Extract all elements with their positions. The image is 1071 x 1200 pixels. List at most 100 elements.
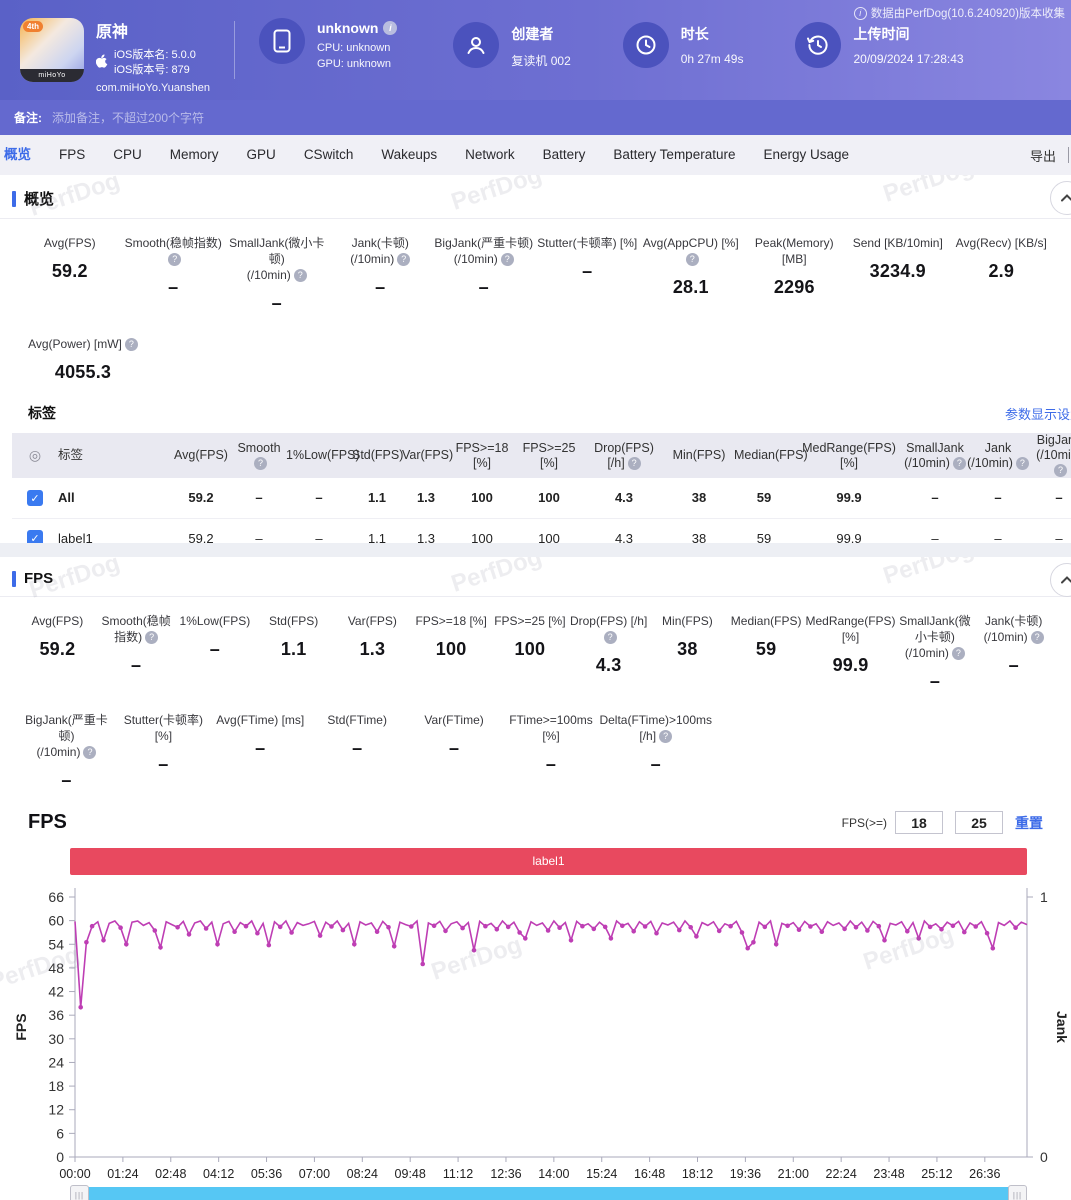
svg-text:24: 24 xyxy=(48,1054,64,1070)
help-icon[interactable]: ? xyxy=(294,269,307,282)
svg-text:07:00: 07:00 xyxy=(299,1167,330,1181)
help-icon[interactable]: ? xyxy=(83,746,96,759)
stat-value: 4055.3 xyxy=(18,362,148,383)
help-icon[interactable]: ? xyxy=(168,253,181,266)
tab-概览[interactable]: 概览 xyxy=(0,135,45,175)
tab-network[interactable]: Network xyxy=(451,135,529,175)
stat-value: 59.2 xyxy=(18,639,97,660)
help-icon[interactable]: ? xyxy=(628,457,641,470)
tab-memory[interactable]: Memory xyxy=(156,135,233,175)
duration-label: 时长 xyxy=(681,24,744,44)
help-icon[interactable]: ? xyxy=(659,730,672,743)
fps-card: FPS Avg(FPS)59.2Smooth(稳帧指数)?–1%Low(FPS)… xyxy=(0,557,1071,1200)
help-icon[interactable]: ? xyxy=(952,647,965,660)
label1-band[interactable]: label1 xyxy=(70,848,1027,875)
help-icon[interactable]: ? xyxy=(1016,457,1029,470)
tab-wakeups[interactable]: Wakeups xyxy=(367,135,451,175)
stat-value: 1.3 xyxy=(333,639,412,660)
fps-threshold-input-2[interactable] xyxy=(955,811,1003,834)
svg-text:42: 42 xyxy=(48,984,64,1000)
stat-item: Smooth(稳帧指数)?– xyxy=(122,235,226,314)
parameter-display-settings-link[interactable]: 参数显示设置 xyxy=(1005,404,1071,423)
datazoom-right-handle[interactable]: ||| xyxy=(1008,1185,1027,1200)
help-icon[interactable]: ? xyxy=(1031,631,1044,644)
label-name: All xyxy=(58,478,170,518)
help-icon[interactable]: ? xyxy=(1054,464,1067,477)
fps-chart[interactable]: 06121824303642485460660100:0001:2402:480… xyxy=(0,881,1071,1181)
stat-value: – xyxy=(309,738,406,759)
help-icon[interactable]: ? xyxy=(125,338,138,351)
svg-text:0: 0 xyxy=(56,1149,64,1165)
stat-item: MedRange(FPS)[%]99.9 xyxy=(806,613,896,692)
tab-energy-usage[interactable]: Energy Usage xyxy=(749,135,863,175)
svg-text:00:00: 00:00 xyxy=(59,1167,90,1181)
fps-threshold-input-1[interactable] xyxy=(895,811,943,834)
tab-cswitch[interactable]: CSwitch xyxy=(290,135,368,175)
svg-text:26:36: 26:36 xyxy=(969,1167,1000,1181)
stat-item: Std(FTime)– xyxy=(309,712,406,791)
stat-item: Avg(FPS)59.2 xyxy=(18,613,97,692)
help-icon[interactable]: ? xyxy=(145,631,158,644)
stat-value: 38 xyxy=(648,639,727,660)
stat-item: Var(FPS)1.3 xyxy=(333,613,412,692)
stat-item: FPS>=18 [%]100 xyxy=(412,613,491,692)
stat-item: FPS>=25 [%]100 xyxy=(491,613,570,692)
help-icon[interactable]: ? xyxy=(604,631,617,644)
tab-battery[interactable]: Battery xyxy=(529,135,600,175)
label-table-row: ✓All59.2––1.11.31001004.3385999.9–––– xyxy=(12,478,1071,518)
datazoom-left-handle[interactable]: ||| xyxy=(70,1185,89,1200)
note-bar: 备注: xyxy=(0,100,1071,135)
tab-fps[interactable]: FPS xyxy=(45,135,99,175)
stat-item: Avg(Recv) [KB/s]2.9 xyxy=(950,235,1054,314)
tab-cpu[interactable]: CPU xyxy=(99,135,156,175)
svg-text:21:00: 21:00 xyxy=(778,1167,809,1181)
tab-gpu[interactable]: GPU xyxy=(233,135,290,175)
collapse-fps-button[interactable] xyxy=(1050,563,1071,597)
nav-divider xyxy=(1068,147,1069,163)
header-divider xyxy=(234,21,235,79)
svg-text:11:12: 11:12 xyxy=(443,1167,473,1181)
svg-text:15:24: 15:24 xyxy=(586,1167,617,1181)
help-icon[interactable]: ? xyxy=(953,457,966,470)
clock-icon xyxy=(623,22,669,68)
svg-text:36: 36 xyxy=(48,1007,64,1023)
help-icon[interactable]: ? xyxy=(397,253,410,266)
row-checkbox[interactable]: ✓ xyxy=(27,530,43,543)
stat-value: – xyxy=(406,738,503,759)
reset-button[interactable]: 重置 xyxy=(1015,813,1043,833)
device-info-icon[interactable]: i xyxy=(383,21,397,35)
upload-label: 上传时间 xyxy=(853,24,963,44)
device-cpu: CPU: unknown xyxy=(317,42,397,54)
app-title: 原神 xyxy=(96,18,210,42)
stat-value: – xyxy=(503,754,600,775)
help-icon[interactable]: ? xyxy=(501,253,514,266)
collapse-overview-button[interactable] xyxy=(1050,181,1071,215)
datazoom-track[interactable] xyxy=(79,1187,1018,1200)
stat-item: Stutter(卡顿率) [%]– xyxy=(115,712,212,791)
svg-text:19:36: 19:36 xyxy=(730,1167,761,1181)
svg-text:09:48: 09:48 xyxy=(395,1167,426,1181)
svg-text:25:12: 25:12 xyxy=(921,1167,952,1181)
note-input[interactable] xyxy=(52,111,952,125)
row-checkbox[interactable]: ✓ xyxy=(27,490,43,506)
stat-item: Jank(卡顿)(/10min)?– xyxy=(974,613,1053,692)
stat-item: Delta(FTime)>100ms [/h]?– xyxy=(599,712,712,791)
overview-card: 概览 Avg(FPS)59.2Smooth(稳帧指数)?–SmallJank(微… xyxy=(0,175,1071,543)
stat-value: – xyxy=(432,277,536,298)
app-icon: 4th miHoYo xyxy=(20,18,84,82)
svg-text:01:24: 01:24 xyxy=(107,1167,138,1181)
mihoyo-strip: miHoYo xyxy=(20,69,84,82)
tab-battery-temperature[interactable]: Battery Temperature xyxy=(599,135,749,175)
history-clock-icon xyxy=(795,22,841,68)
label-name: label1 xyxy=(58,518,170,543)
svg-text:18:12: 18:12 xyxy=(682,1167,713,1181)
help-icon[interactable]: ? xyxy=(686,253,699,266)
bundle-id: com.miHoYo.Yuanshen xyxy=(96,82,210,94)
help-icon[interactable]: ? xyxy=(254,457,267,470)
stat-value: 100 xyxy=(412,639,491,660)
stat-value: – xyxy=(97,655,176,676)
export-button[interactable]: 导出 xyxy=(1030,146,1068,165)
duration-block: 时长 0h 27m 49s xyxy=(623,22,744,68)
stat-item: Peak(Memory) [MB]2296 xyxy=(743,235,847,314)
svg-text:1: 1 xyxy=(1040,889,1048,905)
